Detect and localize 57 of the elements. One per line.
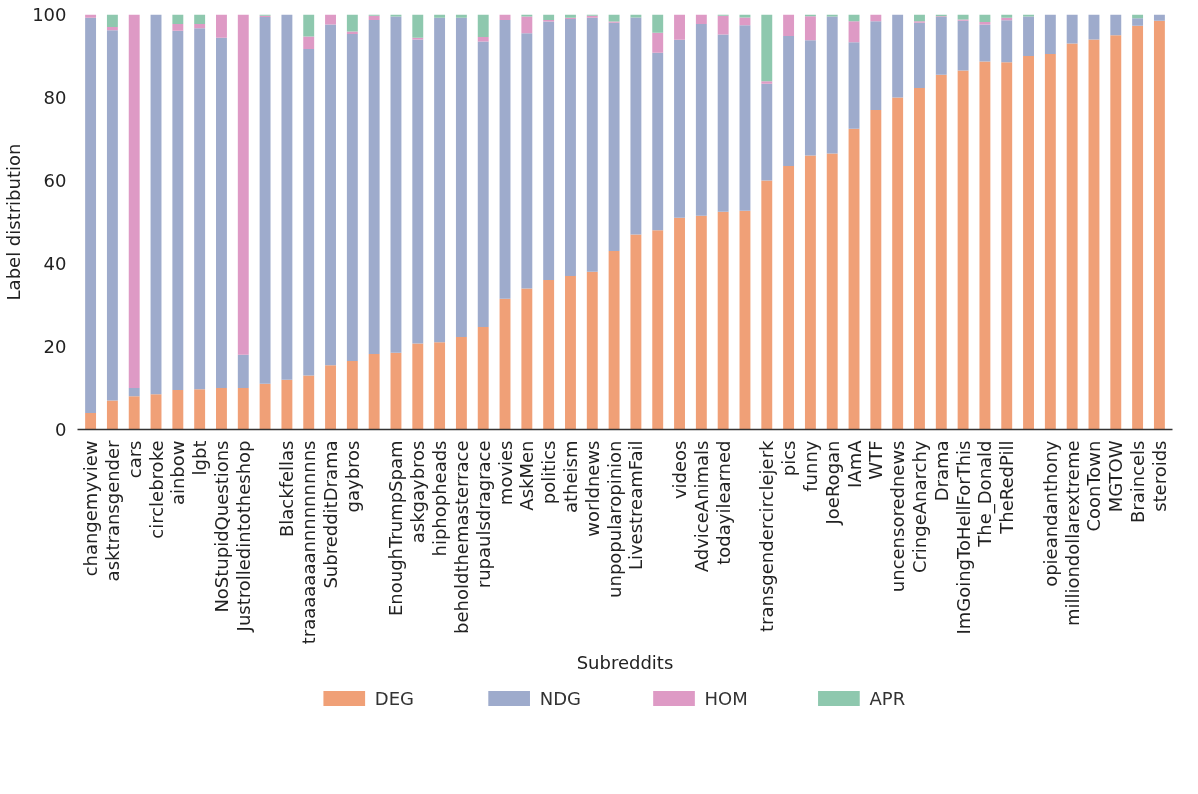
x-tick-label: hiphopheads	[429, 440, 451, 557]
x-tick-label: The_Donald	[974, 440, 997, 548]
x-tick-label: funny	[799, 440, 821, 492]
x-tick-label: uncensorednews	[887, 440, 909, 593]
x-tick-label: circlebroke	[145, 440, 167, 539]
y-tick-label: 40	[43, 253, 67, 274]
x-tick-label: MGTOW	[1105, 440, 1127, 513]
x-tick-label: changemyview	[80, 440, 102, 577]
x-tick-label: Braincels	[1127, 440, 1149, 524]
legend-label: APR	[869, 688, 906, 709]
x-tick-label: IAmA	[843, 439, 865, 488]
legend-label: HOM	[704, 688, 748, 709]
x-tick-label: gaybros	[341, 440, 363, 513]
x-tick-label: NoStupidQuestions	[210, 440, 232, 613]
x-tick-label: todayilearned	[712, 440, 734, 565]
x-tick-label: unpopularopinion	[603, 440, 625, 598]
x-tick-label: Blackfellas	[276, 440, 298, 538]
x-tick-label: atheism	[559, 440, 581, 513]
x-tick-label: movies	[494, 440, 516, 506]
x-tick-label: worldnews	[581, 440, 603, 537]
x-tick-label: WTF	[865, 440, 887, 480]
x-tick-label: cars	[123, 440, 145, 479]
x-tick-label: opieandanthony	[1039, 440, 1061, 587]
x-tick-label: videos	[669, 440, 691, 500]
legend-label: NDG	[539, 688, 581, 709]
x-tick-label: steroids	[1148, 440, 1170, 512]
x-tick-label: ainbow	[167, 440, 189, 506]
y-tick-label: 0	[55, 419, 67, 440]
x-tick-label: asktransgender	[101, 439, 123, 582]
x-tick-label: transgendercirclejerk	[756, 439, 778, 632]
x-tick-label: AdviceAnimals	[690, 440, 712, 573]
x-tick-label: milliondollarextreme	[1061, 440, 1083, 627]
y-tick-label: 20	[43, 336, 67, 357]
x-tick-label: CringeAnarchy	[908, 440, 930, 574]
x-tick-label: beholdthemasterrace	[450, 440, 472, 634]
x-tick-label: JoeRogan	[821, 440, 843, 526]
x-tick-label: ImGoingToHellForThis	[952, 440, 974, 635]
x-tick-label: politics	[538, 440, 560, 505]
y-axis-title: Label distribution	[3, 143, 25, 301]
y-tick-label: 60	[43, 170, 67, 191]
legend-label: DEG	[374, 688, 415, 709]
x-tick-label: SubredditDrama	[320, 440, 342, 589]
x-tick-label: pics	[778, 440, 800, 477]
y-tick-label: 80	[43, 87, 67, 108]
x-tick-label: EnoughTrumpSpam	[385, 440, 407, 617]
x-axis-title: Subreddits	[576, 652, 674, 674]
x-tick-label: lgbt	[189, 440, 211, 476]
x-tick-label: traaaaaaannnnnnnnns	[298, 440, 320, 645]
x-tick-label: LivestreamFail	[625, 440, 647, 571]
x-tick-label: AskMen	[516, 440, 538, 511]
x-tick-label: CoonTown	[1083, 440, 1105, 532]
x-tick-label: TheRedPill	[996, 440, 1018, 535]
x-tick-label: Drama	[930, 440, 952, 502]
x-tick-label: Justrolledintotheshop	[232, 440, 254, 633]
x-tick-label: askgaybros	[407, 440, 429, 544]
y-tick-label: 100	[32, 4, 67, 25]
x-tick-label: rupaulsdragrace	[472, 440, 494, 589]
